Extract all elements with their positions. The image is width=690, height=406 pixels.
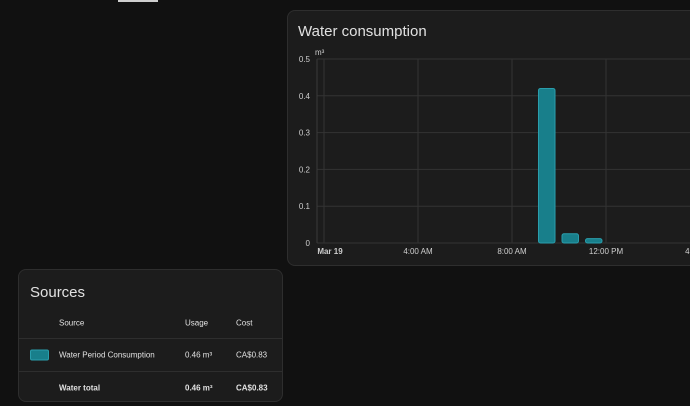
y-tick-label: 0.2 (299, 165, 311, 174)
total-cost: CA$0.83 (236, 383, 268, 393)
header-cost: Cost (236, 318, 253, 328)
consumption-bar (585, 238, 603, 244)
table-row[interactable]: Water Period Consumption 0.46 m³ CA$0.83 (19, 339, 282, 372)
sources-card-title: Sources (30, 284, 86, 301)
water-consumption-card: 0 0.1 0.2 0.3 0.4 0.5 m³ Mar 19 4:00 AM 8:00 AM 12… (287, 10, 690, 266)
water-consumption-chart: 0 0.1 0.2 0.3 0.4 0.5 m³ Mar 19 4:00 AM 8:00 AM 12… (299, 48, 690, 256)
x-tick-label: 8:00 AM (497, 247, 527, 256)
consumption-bar (561, 233, 579, 244)
sources-table-header: Source Usage Cost (19, 308, 282, 339)
sources-card: Sources Source Usage Cost Water Period C… (18, 269, 283, 402)
header-usage: Usage (185, 318, 209, 328)
total-usage: 0.46 m³ (185, 383, 213, 393)
x-tick-label: Mar 19 (317, 247, 343, 256)
total-label: Water total (59, 383, 101, 393)
y-tick-label: 0.3 (299, 129, 311, 138)
y-tick-label: 0.1 (299, 202, 311, 211)
source-name: Water Period Consumption (59, 350, 155, 360)
active-tab-indicator (118, 0, 158, 2)
y-tick-label: 0.5 (299, 55, 311, 64)
y-axis-unit: m³ (315, 48, 325, 57)
source-color-swatch (30, 349, 49, 361)
total-row: Water total 0.46 m³ CA$0.83 (19, 372, 282, 401)
y-tick-label: 0.4 (299, 92, 311, 101)
source-usage: 0.46 m³ (185, 350, 213, 360)
chart-card-title: Water consumption (298, 23, 427, 40)
consumption-bar (538, 87, 556, 244)
header-source: Source (59, 318, 85, 328)
source-cost: CA$0.83 (236, 350, 268, 360)
y-tick-label: 0 (306, 239, 311, 248)
x-tick-label: 4:00 AM (403, 247, 433, 256)
x-tick-label: 4:00 PM (685, 247, 690, 256)
x-tick-label: 12:00 PM (589, 247, 624, 256)
